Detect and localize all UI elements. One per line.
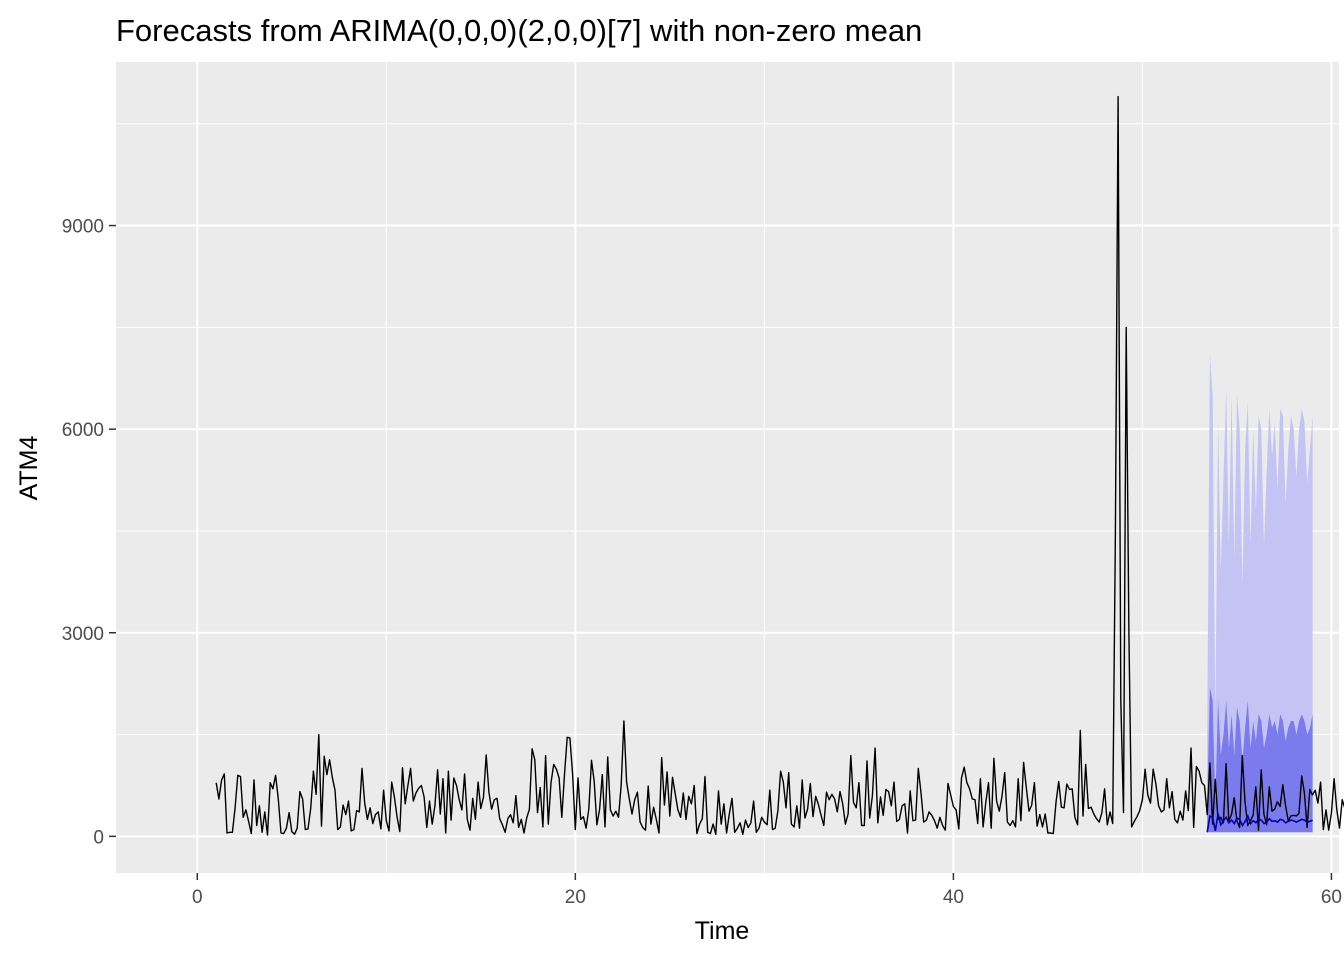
prediction-bands bbox=[1207, 354, 1313, 833]
grid-minor-y bbox=[116, 123, 1339, 736]
x-tick-label: 40 bbox=[943, 887, 964, 908]
plot-panel bbox=[116, 62, 1339, 873]
history-line bbox=[215, 95, 1344, 836]
y-axis-title: ATM4 bbox=[15, 435, 43, 500]
grid-major-x bbox=[196, 62, 1333, 873]
x-tick-label: 20 bbox=[565, 887, 586, 908]
forecast-mean-line bbox=[1206, 813, 1313, 833]
x-tick-label: 0 bbox=[192, 887, 203, 908]
x-axis-title: Time bbox=[695, 917, 750, 945]
y-tick-label: 3000 bbox=[62, 624, 104, 645]
grid-major-y bbox=[116, 224, 1339, 838]
x-ticks: 0 20 40 60 bbox=[192, 873, 1342, 908]
x-tick-label: 60 bbox=[1321, 887, 1342, 908]
prediction-band-80 bbox=[1207, 687, 1313, 833]
y-tick-label: 0 bbox=[93, 827, 104, 848]
prediction-band-95 bbox=[1207, 354, 1313, 833]
grid-minor-x bbox=[385, 62, 1143, 873]
chart-title: Forecasts from ARIMA(0,0,0)(2,0,0)[7] wi… bbox=[116, 13, 922, 48]
y-tick-label: 9000 bbox=[62, 217, 104, 238]
y-ticks: 0 3000 6000 9000 bbox=[62, 217, 116, 848]
y-tick-label: 6000 bbox=[62, 420, 104, 441]
